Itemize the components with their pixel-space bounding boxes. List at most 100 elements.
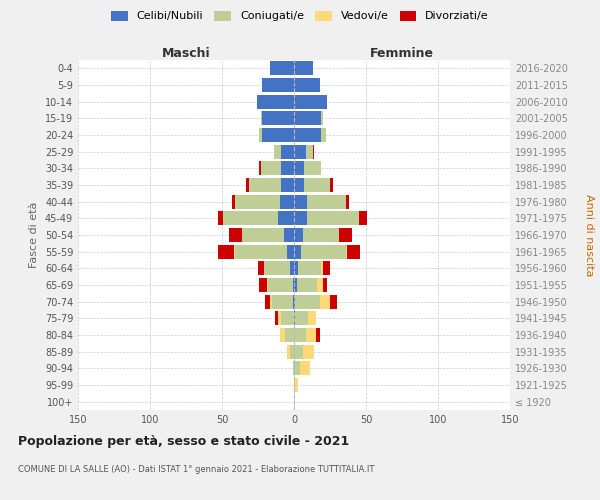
Bar: [317, 278, 323, 292]
Bar: [294, 328, 305, 342]
Bar: [293, 294, 294, 308]
Bar: [264, 261, 290, 276]
Bar: [235, 244, 287, 259]
Bar: [302, 228, 338, 242]
Bar: [261, 112, 262, 126]
Bar: [298, 261, 322, 276]
Bar: [300, 361, 310, 376]
Bar: [308, 311, 316, 326]
Bar: [218, 211, 223, 226]
Bar: [218, 244, 233, 259]
Bar: [280, 194, 294, 209]
Bar: [304, 178, 330, 192]
Bar: [223, 211, 278, 226]
Bar: [294, 244, 301, 259]
Bar: [359, 211, 367, 226]
Bar: [259, 162, 261, 175]
Bar: [294, 211, 307, 226]
Text: Popolazione per età, sesso e stato civile - 2021: Popolazione per età, sesso e stato civil…: [18, 435, 349, 448]
Bar: [293, 361, 294, 376]
Bar: [247, 178, 250, 192]
Y-axis label: Fasce di età: Fasce di età: [29, 202, 39, 268]
Bar: [280, 328, 286, 342]
Bar: [269, 62, 294, 76]
Bar: [262, 78, 294, 92]
Bar: [266, 278, 268, 292]
Bar: [294, 294, 295, 308]
Bar: [257, 94, 294, 109]
Bar: [278, 311, 281, 326]
Bar: [281, 311, 294, 326]
Text: COMUNE DI LA SALLE (AO) - Dati ISTAT 1° gennaio 2021 - Elaborazione TUTTITALIA.I: COMUNE DI LA SALLE (AO) - Dati ISTAT 1° …: [18, 465, 374, 474]
Bar: [269, 294, 272, 308]
Bar: [307, 194, 346, 209]
Bar: [290, 261, 294, 276]
Bar: [297, 278, 317, 292]
Bar: [287, 344, 290, 359]
Legend: Celibi/Nubili, Coniugati/e, Vedovi/e, Divorziati/e: Celibi/Nubili, Coniugati/e, Vedovi/e, Di…: [111, 10, 489, 22]
Bar: [259, 128, 262, 142]
Bar: [294, 344, 302, 359]
Bar: [307, 211, 359, 226]
Bar: [330, 294, 337, 308]
Bar: [278, 211, 294, 226]
Bar: [286, 328, 294, 342]
Bar: [294, 261, 298, 276]
Bar: [294, 144, 305, 159]
Bar: [305, 144, 313, 159]
Bar: [323, 278, 327, 292]
Bar: [316, 328, 320, 342]
Bar: [235, 194, 280, 209]
Bar: [250, 178, 281, 192]
Bar: [262, 128, 294, 142]
Bar: [265, 294, 269, 308]
Bar: [294, 128, 322, 142]
Bar: [304, 162, 322, 175]
Bar: [294, 311, 295, 326]
Text: Maschi: Maschi: [161, 47, 211, 60]
Text: Femmine: Femmine: [370, 47, 434, 60]
Bar: [338, 228, 352, 242]
Bar: [274, 144, 281, 159]
Bar: [294, 178, 304, 192]
Bar: [294, 162, 304, 175]
Bar: [262, 112, 294, 126]
Bar: [346, 244, 347, 259]
Bar: [346, 194, 349, 209]
Bar: [242, 228, 284, 242]
Bar: [275, 311, 278, 326]
Bar: [322, 112, 323, 126]
Bar: [294, 112, 322, 126]
Bar: [295, 294, 320, 308]
Bar: [322, 261, 323, 276]
Bar: [302, 344, 314, 359]
Bar: [232, 194, 235, 209]
Bar: [229, 228, 242, 242]
Bar: [295, 378, 298, 392]
Bar: [323, 261, 330, 276]
Bar: [281, 162, 294, 175]
Bar: [301, 244, 346, 259]
Bar: [293, 278, 294, 292]
Bar: [284, 228, 294, 242]
Bar: [330, 178, 333, 192]
Bar: [295, 311, 308, 326]
Bar: [294, 228, 302, 242]
Bar: [272, 294, 293, 308]
Bar: [305, 328, 316, 342]
Bar: [294, 361, 300, 376]
Bar: [320, 294, 330, 308]
Bar: [294, 62, 313, 76]
Bar: [287, 244, 294, 259]
Bar: [281, 178, 294, 192]
Y-axis label: Anni di nascita: Anni di nascita: [584, 194, 595, 276]
Bar: [259, 278, 266, 292]
Bar: [233, 244, 235, 259]
Bar: [322, 128, 326, 142]
Bar: [294, 194, 307, 209]
Bar: [347, 244, 360, 259]
Bar: [313, 144, 314, 159]
Bar: [268, 278, 293, 292]
Bar: [294, 94, 327, 109]
Bar: [294, 278, 297, 292]
